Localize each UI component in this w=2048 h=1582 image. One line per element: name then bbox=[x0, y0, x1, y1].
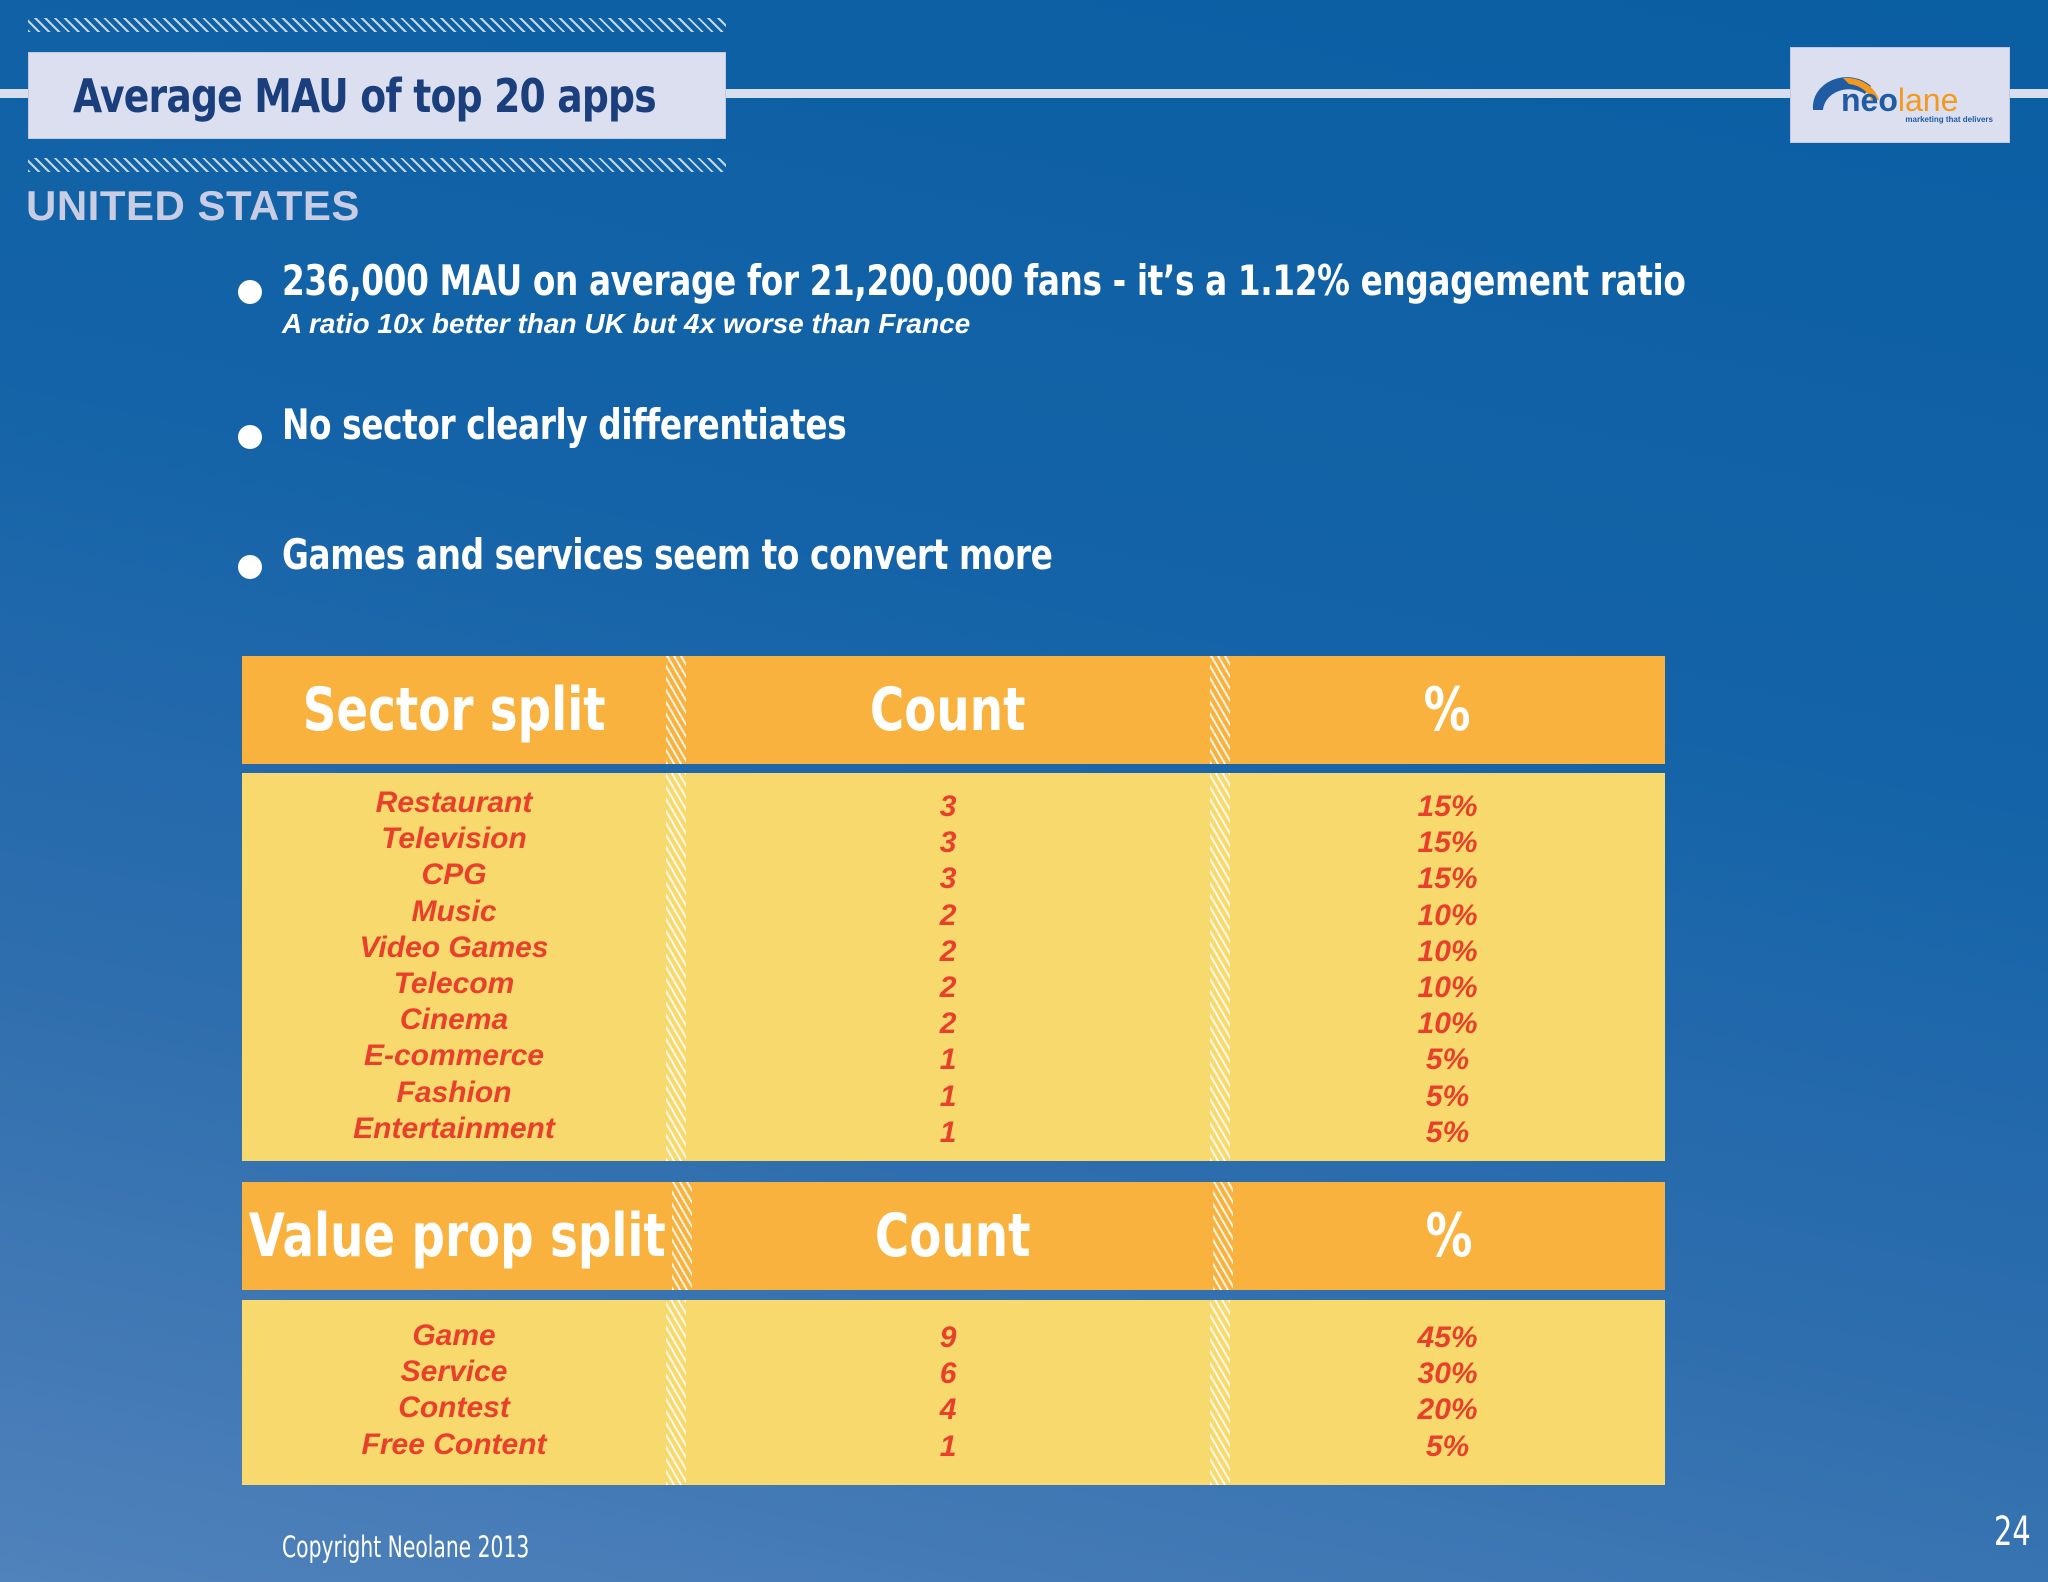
sector-table-header: Sector split Count % bbox=[242, 656, 1665, 764]
sector-percent-cell: 10% bbox=[1417, 934, 1478, 968]
sector-name-cell: CPG bbox=[421, 858, 487, 892]
bullet-dot-icon bbox=[238, 280, 262, 304]
column-divider bbox=[672, 1182, 692, 1290]
value-count-cell: 6 bbox=[939, 1357, 957, 1391]
bullet-3-text: Games and services seem to convert more bbox=[282, 530, 1053, 579]
column-divider bbox=[666, 773, 686, 1161]
sector-count-cell: 1 bbox=[939, 1079, 957, 1113]
bullet-2-text: No sector clearly differentiates bbox=[282, 400, 847, 449]
count-header-label: Count bbox=[870, 675, 1026, 745]
value-prop-cell: Service bbox=[400, 1355, 508, 1389]
percent-header-label: % bbox=[1424, 675, 1471, 745]
sector-percent-cell: 15% bbox=[1417, 862, 1478, 896]
sector-name-cell: E-commerce bbox=[363, 1039, 545, 1073]
logo-tagline: marketing that delivers bbox=[1905, 115, 1993, 124]
value-prop-cell: Free Content bbox=[361, 1427, 547, 1461]
sector-name-cell: Restaurant bbox=[375, 786, 533, 819]
value-count-cell: 4 bbox=[939, 1393, 957, 1427]
sector-name-cell: Music bbox=[411, 894, 497, 928]
sector-name-cell: Video Games bbox=[359, 930, 549, 964]
sector-percent-cell: 15% bbox=[1417, 790, 1478, 823]
logo-name-part2: lane bbox=[1898, 82, 1959, 118]
sector-names-column: Restaurant Television CPG Music Video Games T… bbox=[242, 785, 666, 1147]
sector-count-cell: 3 bbox=[939, 862, 957, 896]
column-divider bbox=[666, 656, 686, 764]
sector-percents-column: 15% 15% 15% 10% 10% 10% 10% 5% 5% 5% bbox=[1230, 789, 1665, 1151]
sector-name-cell: Fashion bbox=[396, 1075, 512, 1109]
value-percent-cell: 45% bbox=[1417, 1321, 1478, 1354]
logo-arc-icon: neolane marketing that delivers bbox=[1812, 77, 1994, 124]
sector-count-cell: 3 bbox=[939, 790, 957, 823]
sector-percent-cell: 10% bbox=[1417, 1007, 1478, 1041]
sector-count-cell: 3 bbox=[939, 826, 957, 860]
value-percent-cell: 20% bbox=[1417, 1393, 1478, 1427]
column-divider bbox=[1210, 1300, 1231, 1485]
neolane-logo: neolane marketing that delivers bbox=[1790, 47, 2010, 143]
sector-count-cell: 2 bbox=[939, 971, 957, 1005]
sector-name-cell: Television bbox=[381, 822, 527, 856]
logo-name-part1: neo bbox=[1841, 82, 1898, 118]
bullet-1-text: 236,000 MAU on average for 21,200,000 fa… bbox=[282, 256, 1686, 305]
value-props-column: Game Service Contest Free Content bbox=[242, 1318, 666, 1463]
column-divider bbox=[1210, 773, 1231, 1161]
column-divider bbox=[666, 1300, 686, 1485]
title-box: Average MAU of top 20 apps bbox=[28, 52, 726, 139]
sector-percent-cell: 5% bbox=[1425, 1079, 1470, 1113]
sector-count-cell: 2 bbox=[939, 934, 957, 968]
sector-count-cell: 2 bbox=[939, 898, 957, 932]
copyright-text: Copyright Neolane 2013 bbox=[282, 1530, 530, 1564]
value-prop-cell: Contest bbox=[398, 1391, 510, 1425]
column-divider bbox=[1213, 1182, 1233, 1290]
slide-subtitle: UNITED STATES bbox=[26, 182, 360, 229]
sector-percent-cell: 10% bbox=[1417, 971, 1478, 1005]
value-prop-cell: Game bbox=[412, 1319, 496, 1352]
sector-name-cell: Telecom bbox=[393, 967, 515, 1001]
svg-text:neolane: neolane bbox=[1841, 82, 1958, 118]
value-table-header: Value prop split Count % bbox=[242, 1182, 1665, 1290]
value-count-cell: 1 bbox=[939, 1429, 957, 1463]
title-hatch-bottom bbox=[28, 158, 726, 172]
bullet-dot-icon bbox=[238, 425, 262, 449]
value-count-cell: 9 bbox=[939, 1321, 957, 1354]
sector-count-cell: 1 bbox=[939, 1043, 957, 1077]
percent-header-label: % bbox=[1425, 1201, 1473, 1271]
header-rule bbox=[0, 89, 2048, 98]
sector-header-label: Sector split bbox=[302, 675, 606, 745]
value-percent-cell: 5% bbox=[1425, 1429, 1470, 1463]
column-divider bbox=[1210, 656, 1231, 764]
sector-percent-cell: 10% bbox=[1417, 898, 1478, 932]
page-number: 24 bbox=[1994, 1509, 2031, 1555]
slide-title: Average MAU of top 20 apps bbox=[73, 68, 657, 123]
value-percents-column: 45% 30% 20% 5% bbox=[1230, 1320, 1665, 1465]
bullet-dot-icon bbox=[238, 555, 262, 579]
sector-percent-cell: 5% bbox=[1425, 1115, 1470, 1149]
sector-name-cell: Entertainment bbox=[353, 1111, 555, 1145]
sector-percent-cell: 5% bbox=[1425, 1043, 1470, 1077]
sector-table-body: Restaurant Television CPG Music Video Games T… bbox=[242, 773, 1665, 1161]
value-percent-cell: 30% bbox=[1417, 1357, 1478, 1391]
bullet-1-subtext: A ratio 10x better than UK but 4x worse … bbox=[282, 308, 971, 339]
count-header-label: Count bbox=[874, 1201, 1031, 1271]
title-hatch-top bbox=[28, 18, 726, 32]
value-prop-header-label: Value prop split bbox=[248, 1201, 666, 1271]
sector-count-cell: 2 bbox=[939, 1007, 957, 1041]
sector-count-cell: 1 bbox=[939, 1115, 957, 1149]
sector-name-cell: Cinema bbox=[399, 1003, 509, 1037]
sector-percent-cell: 15% bbox=[1417, 826, 1478, 860]
